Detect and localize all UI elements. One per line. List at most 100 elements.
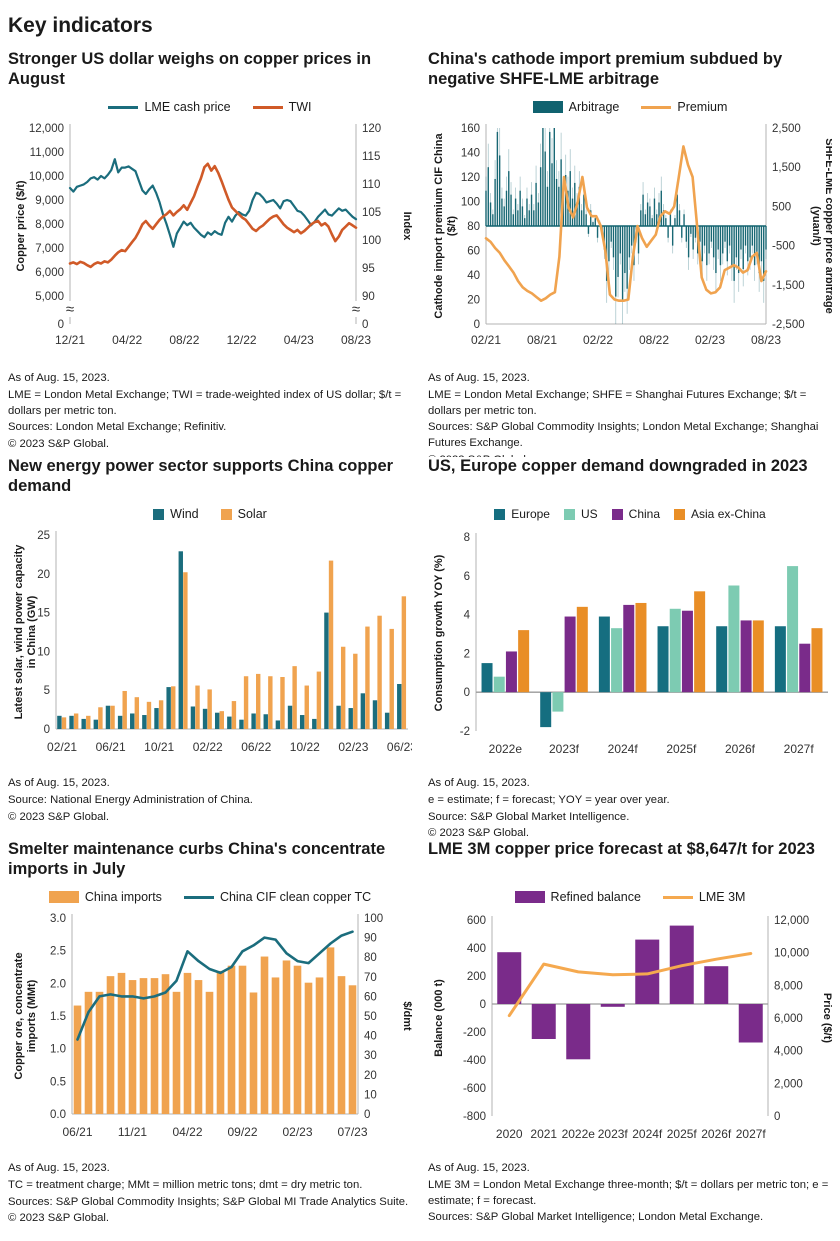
svg-text:20: 20 — [37, 569, 50, 581]
svg-text:160: 160 — [461, 123, 480, 135]
svg-text:-800: -800 — [463, 1111, 486, 1123]
arbitrage-bar-swatch — [532, 101, 563, 113]
svg-text:0: 0 — [480, 999, 486, 1011]
svg-text:Consumption growth YOY (%): Consumption growth YOY (%) — [433, 554, 445, 711]
svg-text:2026f: 2026f — [701, 1127, 732, 1141]
svg-text:(yuan/t): (yuan/t) — [810, 206, 822, 246]
svg-text:2026f: 2026f — [725, 742, 756, 756]
svg-text:02/22: 02/22 — [193, 740, 223, 754]
legend-item: Refined balance — [514, 890, 641, 904]
footnote: © 2023 S&P Global. — [8, 1212, 110, 1225]
lme3m-line — [507, 952, 753, 1018]
axes: 160 140 120 100 80 60 40 20 0 2,500 1,500 500 -500 -1… — [461, 123, 805, 347]
concentrate-imports-chart: 3.02.52.01.51.00.50.01009080706050403020… — [13, 913, 412, 1139]
svg-text:0: 0 — [364, 1109, 370, 1121]
axes: 3.02.52.01.51.00.50.01009080706050403020… — [50, 913, 383, 1139]
legend-item: Solar — [220, 507, 267, 521]
svg-text:12/22: 12/22 — [227, 333, 257, 347]
legend-label: LME cash price — [144, 100, 231, 114]
panel-arbitrage-premium: China's cathode import premium subdued b… — [428, 50, 832, 457]
svg-text:SHFE-LME copper price arbitrag: SHFE-LME copper price arbitrage — [823, 138, 832, 313]
legend-label: China CIF clean copper TC — [219, 890, 372, 904]
legend-item: LME 3M — [662, 890, 745, 904]
imports-bars — [73, 947, 357, 1114]
svg-text:-2,500: -2,500 — [772, 319, 805, 331]
svg-text:Copper ore, concentrate: Copper ore, concentrate — [13, 952, 25, 1079]
svg-text:4,000: 4,000 — [774, 1046, 803, 1058]
svg-text:8,000: 8,000 — [774, 980, 803, 992]
footnote: TC = treatment charge; MMt = million met… — [8, 1178, 363, 1191]
svg-text:0: 0 — [474, 319, 480, 331]
legend-item: Premium — [641, 100, 727, 114]
footnote: LME 3M = London Metal Exchange three-mon… — [428, 1178, 829, 1207]
svg-text:0: 0 — [464, 687, 470, 699]
twi-line — [68, 162, 358, 269]
svg-text:06/21: 06/21 — [96, 740, 126, 754]
asia-swatch — [674, 508, 686, 520]
svg-text:Copper price ($/t): Copper price ($/t) — [15, 180, 27, 271]
footnote: Source: S&P Global Market Intelligence. — [428, 810, 630, 823]
svg-text:90: 90 — [362, 291, 375, 303]
svg-text:2027f: 2027f — [784, 742, 815, 756]
chart-legend: Refined balance LME 3M — [428, 886, 832, 908]
svg-text:25: 25 — [37, 530, 50, 542]
balance-bar-swatch — [514, 891, 545, 903]
svg-text:12,000: 12,000 — [29, 123, 64, 135]
legend-label: US — [580, 507, 598, 521]
svg-text:08/23: 08/23 — [341, 333, 371, 347]
svg-text:105: 105 — [362, 207, 381, 219]
legend-item: China — [611, 507, 660, 521]
svg-text:11/21: 11/21 — [118, 1125, 147, 1139]
footnote: © 2023 S&P Global. — [8, 810, 110, 823]
svg-text:8,000: 8,000 — [35, 219, 64, 231]
lme-cash-price-line — [68, 158, 358, 248]
legend-item: TWI — [252, 100, 312, 114]
twi-line-swatch — [252, 105, 283, 109]
footnote: Sources: S&P Global Commodity Insights; … — [8, 1195, 409, 1208]
svg-text:2021: 2021 — [530, 1127, 557, 1141]
svg-text:2.0: 2.0 — [50, 978, 66, 990]
svg-text:in China (GW): in China (GW) — [26, 595, 38, 668]
svg-text:≈: ≈ — [352, 301, 360, 318]
svg-text:($/t): ($/t) — [446, 216, 458, 237]
svg-text:6: 6 — [464, 571, 470, 583]
legend-item: Arbitrage — [532, 100, 619, 114]
footnote: Source: National Energy Administration o… — [8, 793, 253, 806]
legend-label: Premium — [677, 100, 728, 114]
svg-text:200: 200 — [467, 971, 486, 983]
svg-text:30: 30 — [364, 1050, 377, 1062]
chart-footnotes: As of Aug. 15, 2023. LME 3M = London Met… — [428, 1161, 832, 1228]
footnote: LME = London Metal Exchange; SHFE = Shan… — [428, 388, 807, 417]
footnote: As of Aug. 15, 2023. — [8, 372, 110, 384]
svg-text:15: 15 — [37, 608, 50, 620]
legend-item: Asia ex-China — [674, 507, 766, 521]
price-forecast-chart: 600 400 200 0 -200 -400 -600 -800 12,000 10,000 8,… — [433, 915, 832, 1141]
legend-label: Solar — [237, 507, 267, 521]
svg-text:9,000: 9,000 — [35, 195, 64, 207]
svg-text:Cathode import premium CIF Chi: Cathode import premium CIF China — [433, 133, 445, 319]
svg-text:2024f: 2024f — [608, 742, 639, 756]
svg-text:10/21: 10/21 — [144, 740, 174, 754]
tc-line — [76, 930, 354, 1041]
axes: 12,000 11,000 10,000 9,000 8,000 7,000 6,000 5,… — [29, 123, 381, 347]
footnote: As of Aug. 15, 2023. — [428, 777, 530, 789]
svg-text:06/23: 06/23 — [387, 740, 412, 754]
svg-text:3.0: 3.0 — [50, 913, 66, 925]
svg-text:1.0: 1.0 — [50, 1044, 66, 1056]
svg-text:70: 70 — [364, 972, 377, 984]
svg-text:2023f: 2023f — [598, 1127, 629, 1141]
svg-text:80: 80 — [364, 952, 377, 964]
wind-bars — [57, 551, 402, 729]
svg-text:2024f: 2024f — [632, 1127, 663, 1141]
footnote: © 2023 S&P Global. — [428, 1227, 832, 1228]
legend-label: China imports — [84, 890, 162, 904]
svg-text:2025f: 2025f — [667, 1127, 698, 1141]
wind-solar-chart: 25 20 15 10 5 0 02/21 06/21 10/21 02/22 06/22 10/22… — [13, 530, 412, 754]
svg-text:2,000: 2,000 — [774, 1078, 803, 1090]
chart-title: US, Europe copper demand downgraded in 2… — [428, 457, 808, 475]
svg-text:60: 60 — [467, 246, 480, 258]
svg-text:-600: -600 — [463, 1083, 486, 1095]
footnote: © 2023 S&P Global. — [428, 453, 832, 457]
svg-text:04/22: 04/22 — [112, 333, 142, 347]
svg-text:04/22: 04/22 — [172, 1125, 202, 1139]
